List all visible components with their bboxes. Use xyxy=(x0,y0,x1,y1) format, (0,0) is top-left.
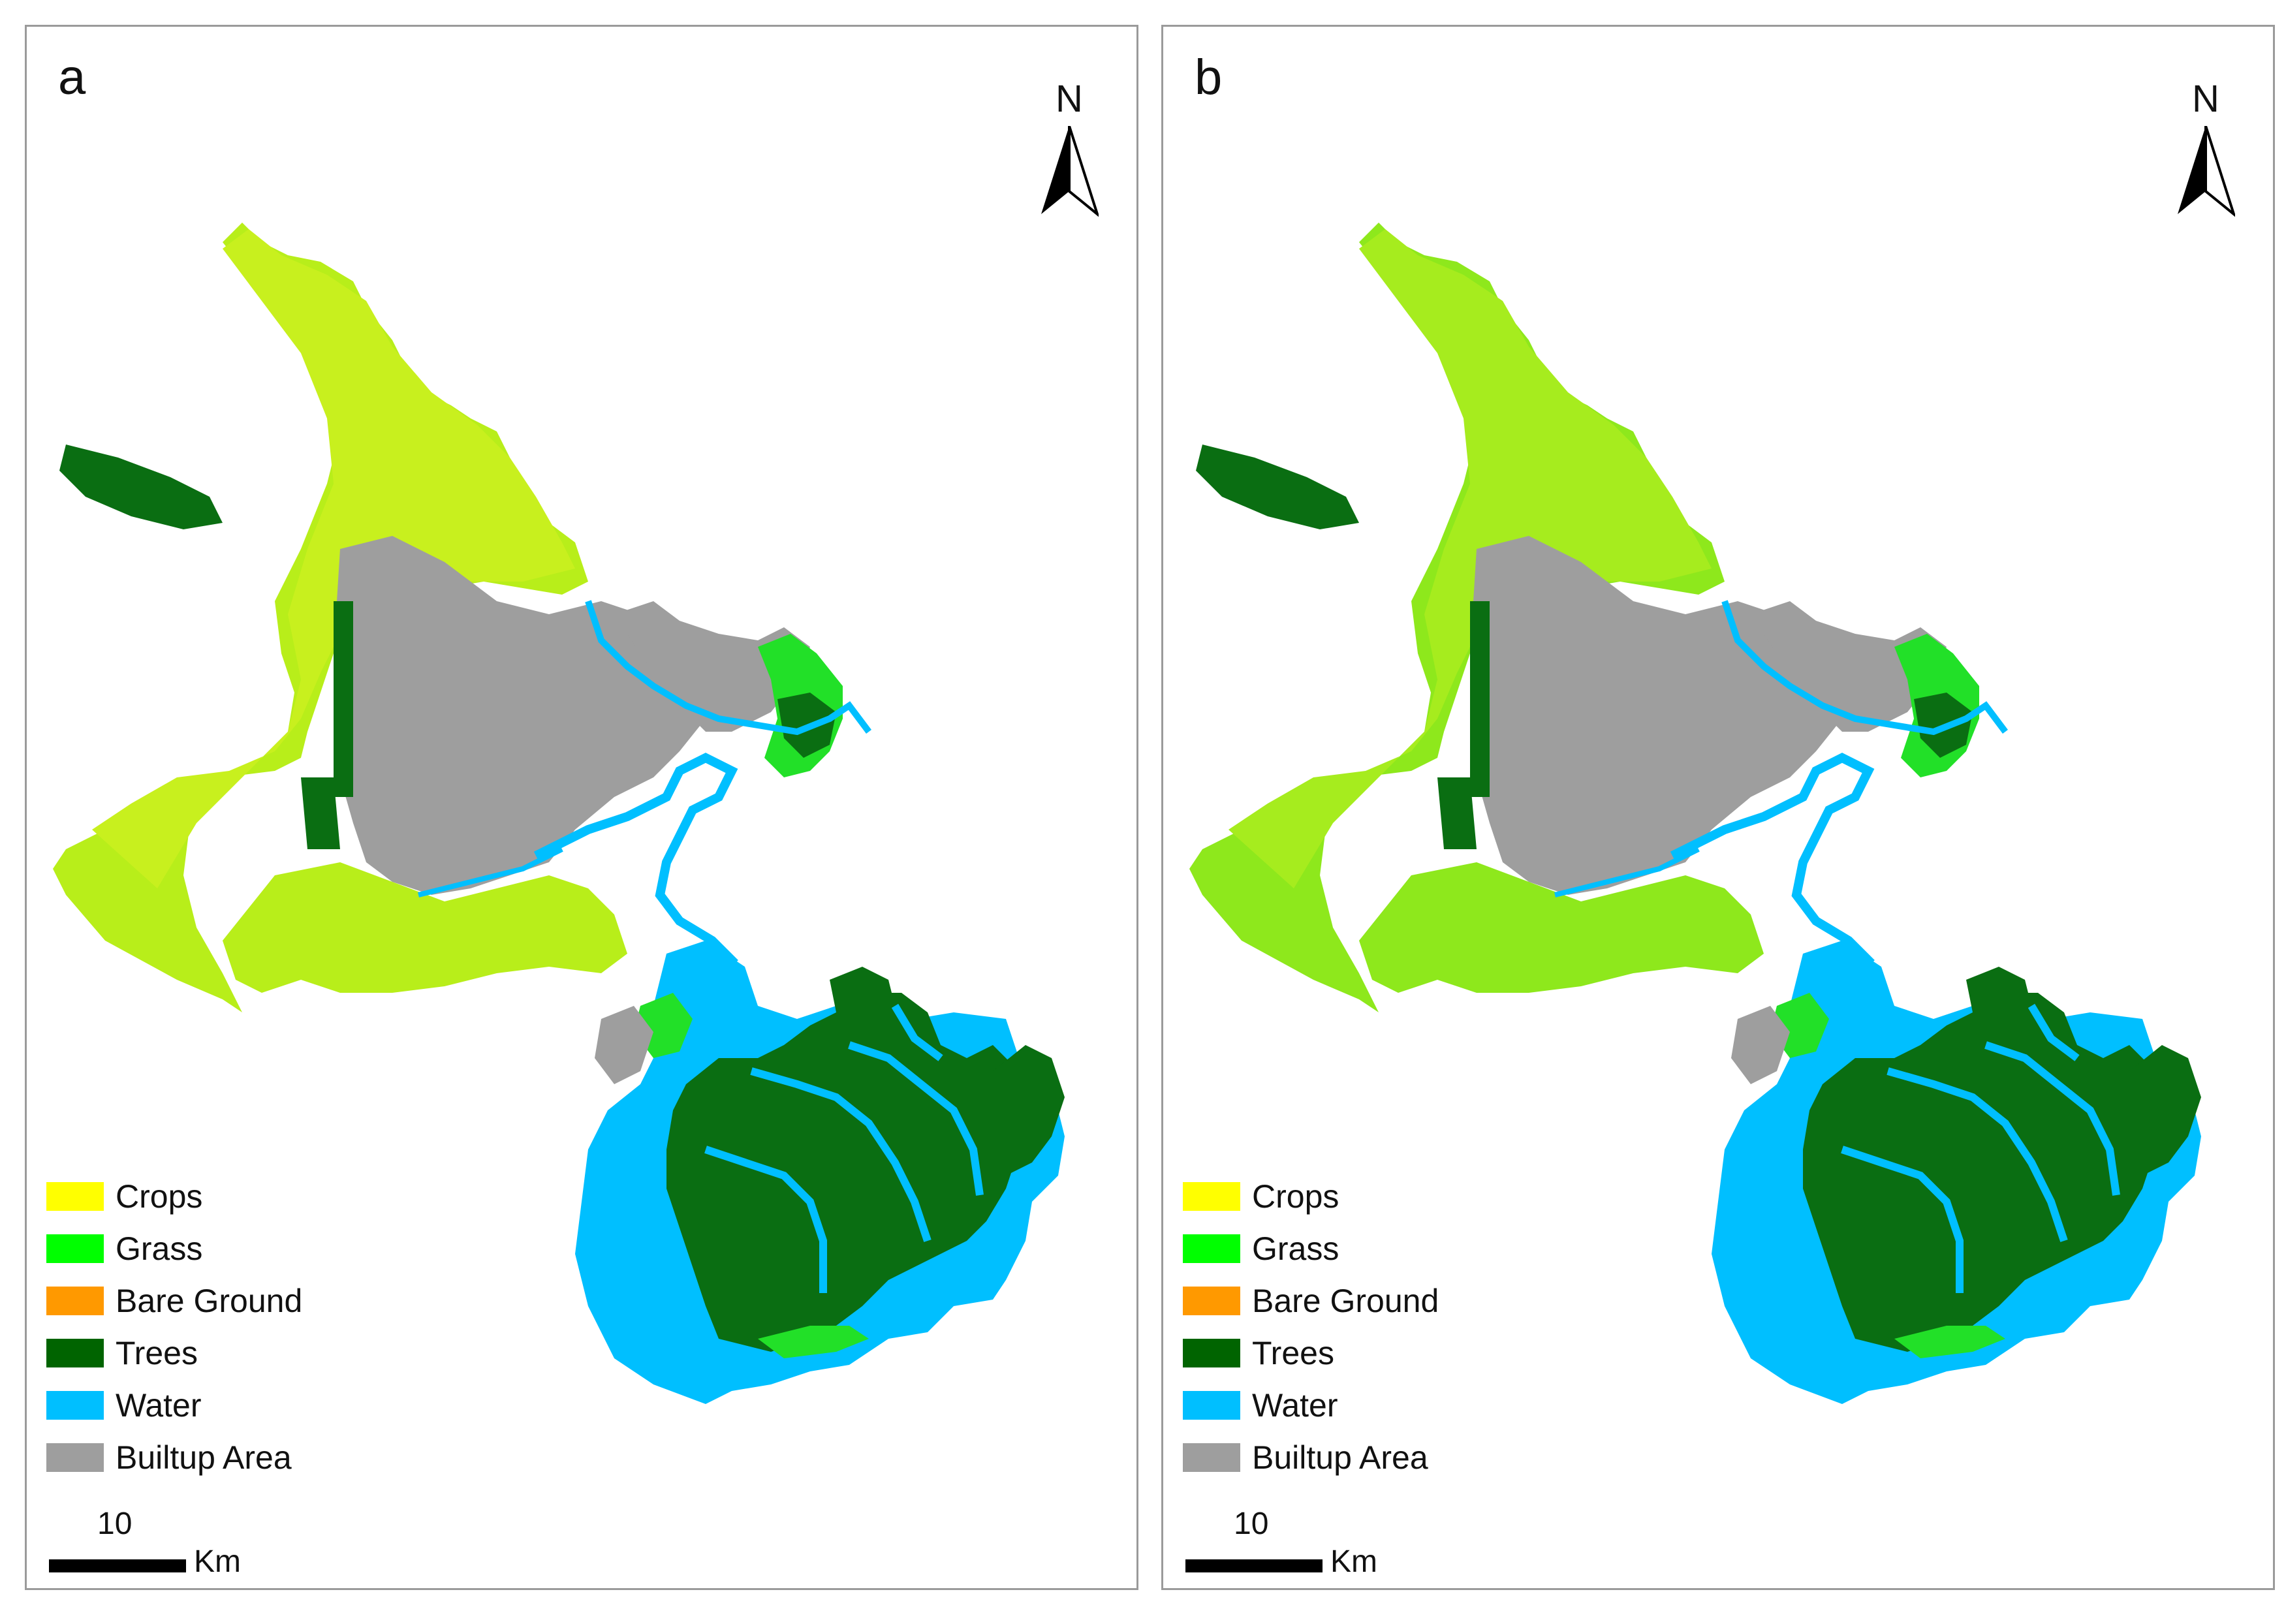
north-label: N xyxy=(2192,78,2219,120)
trees-region xyxy=(1437,777,1477,849)
legend-swatch-grass xyxy=(1183,1234,1240,1263)
legend-label: Water xyxy=(116,1387,202,1424)
legend-swatch-builtup xyxy=(46,1443,104,1472)
panel-label: b xyxy=(1195,50,1223,105)
river-line xyxy=(750,1067,932,1242)
legend-swatch-crops xyxy=(46,1182,104,1211)
trees-region xyxy=(1966,967,2031,1019)
legend-swatch-crops xyxy=(1183,1182,1240,1211)
builtup-region xyxy=(1751,601,1947,732)
scale-unit: Km xyxy=(1330,1544,1377,1579)
river-line xyxy=(1887,1067,2068,1242)
legend-label: Builtup Area xyxy=(1252,1439,1428,1476)
land-cover-map xyxy=(53,223,1065,1404)
trees-region xyxy=(1470,601,1490,797)
legend-item-builtup: Builtup Area xyxy=(1183,1438,1574,1477)
trees-region xyxy=(1803,993,2169,1352)
legend-item-water: Water xyxy=(46,1386,438,1425)
river-line xyxy=(1721,600,2008,736)
scale-value: 10 xyxy=(1234,1507,1269,1541)
legend-swatch-trees xyxy=(46,1339,104,1367)
scale-bar: 10 Km xyxy=(1185,1508,1447,1580)
legend-swatch-bare-ground xyxy=(46,1287,104,1315)
river-line xyxy=(704,1146,827,1293)
trees-region xyxy=(2123,1045,2201,1176)
builtup-region xyxy=(614,601,810,732)
grass-region xyxy=(1894,1326,2005,1358)
legend-label: Builtup Area xyxy=(116,1439,292,1476)
trees-region xyxy=(334,601,353,797)
trees-region xyxy=(1196,445,1359,529)
inner-channels xyxy=(704,1003,984,1293)
trees-region xyxy=(301,777,340,849)
legend-label: Bare Ground xyxy=(116,1283,303,1319)
legend-swatch-water xyxy=(1183,1391,1240,1420)
legend-item-crops: Crops xyxy=(1183,1177,1574,1216)
trees-region xyxy=(830,967,895,1019)
legend-swatch-trees xyxy=(1183,1339,1240,1367)
scale-bar: 10 Km xyxy=(49,1508,310,1580)
crops-grass-region xyxy=(223,862,627,993)
legend-label: Crops xyxy=(116,1178,203,1215)
legend-label: Water xyxy=(1252,1387,1338,1424)
scale-value: 10 xyxy=(97,1507,133,1541)
trees-region xyxy=(59,445,223,529)
map-south-region xyxy=(575,941,1065,1404)
north-label: N xyxy=(1056,78,1083,120)
panel-label: a xyxy=(58,50,86,105)
trees-region xyxy=(986,1045,1065,1176)
legend-label: Trees xyxy=(1252,1335,1334,1371)
river-line xyxy=(1841,1146,1964,1293)
legend-item-water: Water xyxy=(1183,1386,1574,1425)
legend-item-trees: Trees xyxy=(1183,1334,1574,1373)
scale-bar-line xyxy=(49,1559,186,1572)
north-arrow-icon xyxy=(1041,126,1099,217)
map-panel-b: b xyxy=(1161,25,2275,1590)
map-north-region xyxy=(53,223,843,1012)
land-cover-map xyxy=(1189,223,2201,1404)
map-panel-a: a xyxy=(25,25,1138,1590)
river-line xyxy=(891,1003,943,1061)
legend-label: Crops xyxy=(1252,1178,1339,1215)
crops-grass-region xyxy=(1359,862,1764,993)
grass-region xyxy=(758,1326,869,1358)
legend-label: Trees xyxy=(116,1335,198,1371)
legend-item-crops: Crops xyxy=(46,1177,438,1216)
scale-unit: Km xyxy=(194,1544,241,1579)
river-line xyxy=(418,847,563,898)
river-line xyxy=(848,1041,984,1196)
north-arrow-icon xyxy=(2178,126,2235,217)
legend-item-grass: Grass xyxy=(46,1229,438,1268)
builtup-region xyxy=(334,536,712,895)
crops-grass-region xyxy=(1229,229,1712,888)
legend-swatch-water xyxy=(46,1391,104,1420)
river-line xyxy=(2028,1003,2080,1061)
legend-item-trees: Trees xyxy=(46,1334,438,1373)
legend-label: Bare Ground xyxy=(1252,1283,1439,1319)
map-north-region xyxy=(1189,223,1979,1012)
legend-item-bare-ground: Bare Ground xyxy=(46,1281,438,1320)
legend-item-builtup: Builtup Area xyxy=(46,1438,438,1477)
river-line xyxy=(585,600,871,736)
inner-channels xyxy=(1841,1003,2120,1293)
north-arrow: N xyxy=(2170,80,2242,237)
legend-label: Grass xyxy=(116,1230,203,1267)
builtup-region xyxy=(595,1006,653,1084)
legend-item-bare-ground: Bare Ground xyxy=(1183,1281,1574,1320)
north-arrow: N xyxy=(1033,80,1105,237)
trees-region xyxy=(666,993,1032,1352)
legend-swatch-builtup xyxy=(1183,1443,1240,1472)
map-south-region xyxy=(1712,941,2201,1404)
river-line xyxy=(1984,1041,2120,1196)
builtup-region xyxy=(1470,536,1849,895)
legend-swatch-grass xyxy=(46,1234,104,1263)
legend-item-grass: Grass xyxy=(1183,1229,1574,1268)
crops-grass-region xyxy=(92,229,575,888)
legend-swatch-bare-ground xyxy=(1183,1287,1240,1315)
river-line xyxy=(1554,847,1700,898)
scale-bar-line xyxy=(1185,1559,1323,1572)
builtup-region xyxy=(1731,1006,1790,1084)
legend-label: Grass xyxy=(1252,1230,1339,1267)
